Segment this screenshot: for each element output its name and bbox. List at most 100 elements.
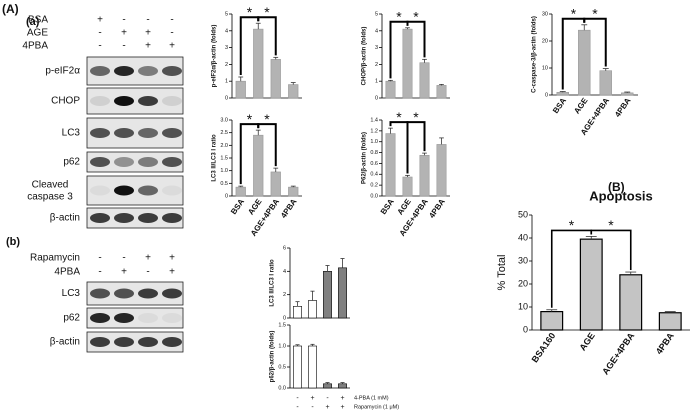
- y-tick-label: 0.6: [370, 161, 378, 167]
- blot-band: [162, 66, 182, 76]
- blot-band: [162, 96, 182, 106]
- y-tick-label: 10: [542, 65, 548, 71]
- panel-label: (A): [2, 2, 19, 16]
- significance-bracket: [257, 16, 277, 56]
- blot-band: [90, 313, 110, 323]
- treatment-sign: +: [97, 15, 103, 26]
- y-tick-label: 4: [375, 28, 378, 34]
- bar: [419, 154, 430, 197]
- x-tick-label: BSA: [379, 197, 396, 216]
- blot-band: [162, 185, 182, 196]
- bar: [270, 171, 281, 197]
- y-tick-label: 40: [518, 232, 528, 242]
- blot-band: [90, 337, 110, 347]
- blot-strip: [86, 175, 184, 206]
- y-tick-label: 20: [518, 278, 528, 288]
- blot-band: [90, 96, 110, 106]
- y-tick-label: 1: [375, 79, 378, 85]
- treatment-sign: +: [145, 41, 151, 52]
- y-tick-label: 1.2: [370, 128, 378, 134]
- y-tick-label: 10: [518, 301, 528, 311]
- treatment-sign: -: [98, 41, 101, 52]
- bar: [293, 306, 302, 319]
- bar: [556, 92, 569, 96]
- x-table-sign: -: [296, 395, 299, 402]
- y-axis-label: % Total: [496, 255, 508, 291]
- x-table-sign: +: [325, 404, 329, 411]
- y-tick-label: 3: [225, 45, 228, 51]
- y-tick-label: 5: [225, 11, 228, 17]
- treatment-sign: -: [122, 41, 125, 52]
- bar: [338, 267, 347, 319]
- treatment-sign: -: [98, 28, 101, 39]
- significance-marker: *: [608, 217, 614, 233]
- significance-bracket: [406, 121, 426, 174]
- blot-band: [90, 157, 110, 167]
- bar: [293, 345, 302, 389]
- significance-marker: *: [569, 217, 575, 233]
- blot-strip: [86, 151, 184, 173]
- bar: [235, 186, 246, 197]
- x-table-label: 4-PBA (1 mM): [354, 395, 389, 401]
- y-axis-label: P62/β-actin (folds): [362, 132, 368, 184]
- treatment-sign: +: [145, 253, 151, 264]
- blot-band: [114, 288, 134, 299]
- blot-label: β-actin: [50, 337, 80, 348]
- y-tick-label: 2: [225, 62, 228, 68]
- y-tick-label: 2.5: [220, 130, 228, 136]
- y-tick-label: 1.4: [370, 117, 378, 123]
- blot-label: p62: [63, 313, 80, 324]
- x-tick-label: BSA: [229, 197, 246, 216]
- treatment-label: AGE: [27, 28, 48, 39]
- blot-band: [114, 213, 134, 223]
- bar: [323, 271, 332, 319]
- x-table-sign: -: [296, 404, 299, 411]
- bar: [579, 238, 603, 331]
- y-tick-label: 1: [225, 79, 228, 85]
- bar: [270, 59, 281, 99]
- y-tick-label: 5: [375, 11, 378, 17]
- treatment-sign: +: [121, 28, 127, 39]
- treatment-label: BSA: [28, 15, 48, 26]
- significance-bracket: [257, 123, 277, 167]
- blot-band: [138, 337, 158, 347]
- blot-band: [138, 96, 158, 106]
- blot-band: [138, 185, 158, 196]
- treatment-sign: -: [146, 15, 149, 26]
- blot-band: [114, 128, 134, 138]
- y-tick-label: 1.5: [278, 322, 286, 328]
- y-tick-label: 0.5: [278, 364, 286, 370]
- treatment-sign: -: [98, 267, 101, 278]
- blot-band: [90, 185, 110, 196]
- x-table-sign: -: [326, 395, 329, 402]
- y-tick-label: 0.8: [370, 150, 378, 156]
- bar: [436, 144, 447, 197]
- y-tick-label: 3.0: [220, 117, 228, 123]
- y-tick-label: 0: [375, 95, 378, 101]
- y-tick-label: 3: [375, 45, 378, 51]
- blot-band: [114, 96, 134, 106]
- blot-band: [114, 185, 134, 196]
- panel-label: (b): [6, 236, 20, 248]
- bar: [419, 62, 430, 99]
- bar: [658, 312, 682, 331]
- blot-strip: [86, 281, 184, 306]
- blot-band: [162, 157, 182, 167]
- x-tick-label: AGE: [572, 96, 590, 116]
- x-table-sign: +: [340, 404, 344, 411]
- y-tick-label: 4: [225, 28, 228, 34]
- y-axis-label: CHOP/β-actin (folds): [362, 27, 368, 86]
- treatment-label: 4PBA: [22, 41, 48, 52]
- bar: [253, 134, 264, 197]
- x-tick-label: AGE: [577, 331, 596, 353]
- y-tick-label: 0.0: [278, 385, 286, 391]
- treatment-sign: -: [170, 28, 173, 39]
- y-tick-label: 0: [523, 324, 528, 334]
- blot-band: [90, 66, 110, 76]
- treatment-sign: +: [145, 28, 151, 39]
- y-tick-label: 2: [283, 292, 286, 298]
- bar: [288, 84, 299, 99]
- significance-marker: *: [592, 6, 598, 22]
- blot-band: [138, 66, 158, 76]
